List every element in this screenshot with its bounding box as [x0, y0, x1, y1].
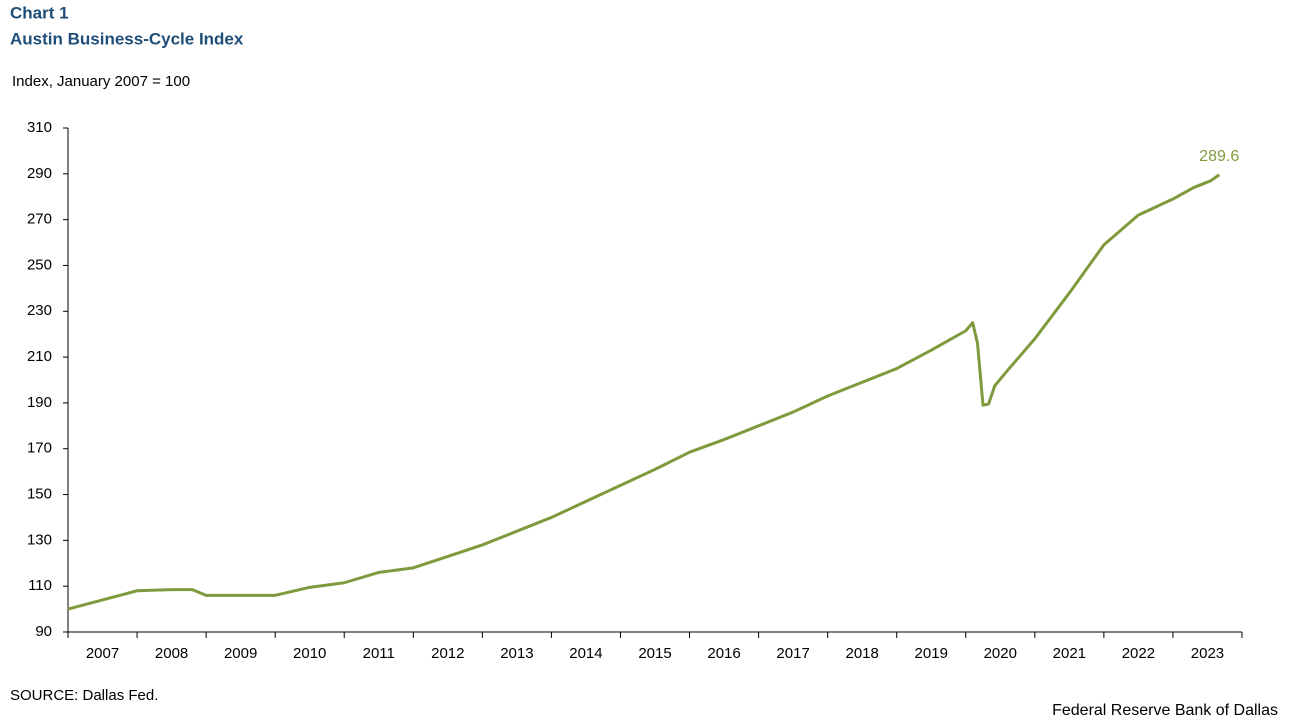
y-tick-label: 230: [27, 302, 52, 319]
y-tick-label: 190: [27, 394, 52, 411]
y-tick-label: 210: [27, 348, 52, 365]
x-tick-label: 2023: [1191, 645, 1224, 662]
x-tick-label: 2008: [155, 645, 188, 662]
y-tick-label: 90: [35, 623, 52, 640]
x-tick-label: 2009: [224, 645, 257, 662]
x-tick-label: 2020: [984, 645, 1017, 662]
x-tick-label: 2010: [293, 645, 326, 662]
x-tick-label: 2019: [915, 645, 948, 662]
x-tick-label: 2012: [431, 645, 464, 662]
x-tick-label: 2018: [845, 645, 878, 662]
x-tick-label: 2017: [776, 645, 809, 662]
x-tick-label: 2022: [1122, 645, 1155, 662]
y-tick-label: 150: [27, 486, 52, 503]
x-tick-label: 2016: [707, 645, 740, 662]
data-label: 289.6: [1199, 148, 1239, 165]
y-tick-label: 250: [27, 256, 52, 273]
x-tick-label: 2015: [638, 645, 671, 662]
y-tick-label: 170: [27, 440, 52, 457]
x-tick-label: 2011: [363, 645, 395, 662]
y-tick-label: 270: [27, 211, 52, 228]
y-tick-label: 130: [27, 531, 52, 548]
y-tick-label: 110: [28, 577, 52, 594]
y-tick-label: 310: [27, 119, 52, 136]
x-tick-label: 2007: [86, 645, 119, 662]
chart-subtitle: Austin Business-Cycle Index: [10, 29, 244, 48]
source: SOURCE: Dallas Fed.: [10, 687, 158, 704]
x-tick-label: 2021: [1053, 645, 1086, 662]
line-series: [67, 173, 1221, 611]
chart-title: Chart 1: [10, 3, 69, 22]
y-tick-label: 290: [27, 165, 52, 182]
credit: Federal Reserve Bank of Dallas: [1052, 702, 1278, 719]
y-axis-label: Index, January 2007 = 100: [12, 73, 190, 90]
x-tick-label: 2013: [500, 645, 533, 662]
x-tick-label: 2014: [569, 645, 602, 662]
